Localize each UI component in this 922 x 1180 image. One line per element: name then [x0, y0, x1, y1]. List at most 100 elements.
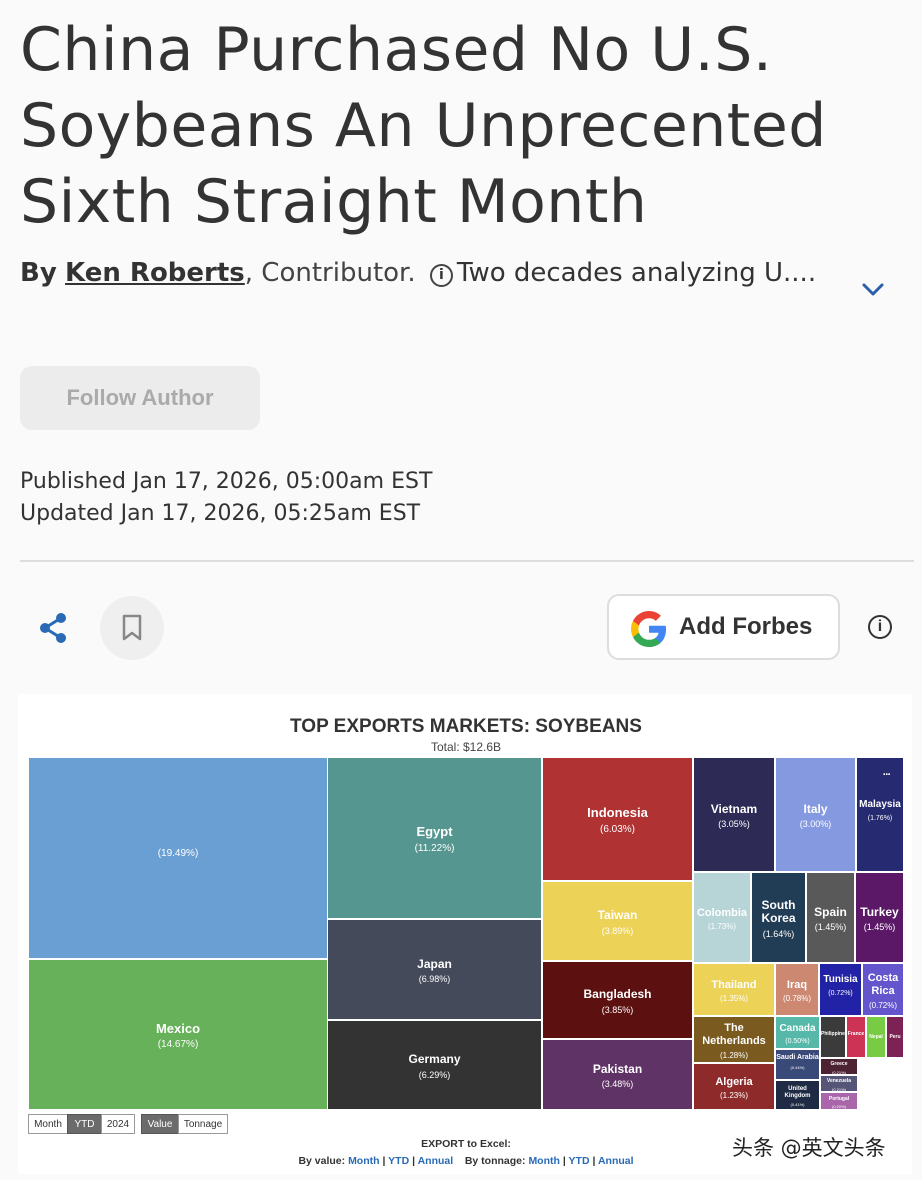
treemap-tile-nepal[interactable]: Nepal: [866, 1016, 886, 1058]
tile-name: Turkey: [860, 904, 899, 919]
export-links: By value: Month | YTD | Annual By tonnag…: [0, 1155, 922, 1167]
export-value-ytd-link[interactable]: YTD: [388, 1155, 410, 1167]
treemap-tile-pakistan[interactable]: Pakistan (3.48%): [542, 1039, 693, 1110]
tile-name: Bangladesh: [583, 987, 652, 1002]
tile-percent: (3.05%): [718, 819, 750, 830]
separator: |: [592, 1155, 596, 1167]
divider: [20, 560, 914, 562]
treemap-tile-vietnam[interactable]: Vietnam (3.05%): [693, 757, 775, 872]
add-forbes-google-button[interactable]: Add Forbes: [607, 594, 840, 660]
article-headline: China Purchased No U.S. Soybeans An Unpr…: [20, 15, 827, 237]
by-value-label: By value:: [298, 1155, 346, 1167]
tile-percent: (3.85%): [601, 1004, 634, 1015]
updated-date: Updated Jan 17, 2026, 05:25am EST: [20, 501, 421, 526]
tile-percent: (3.48%): [601, 1079, 634, 1090]
follow-author-button[interactable]: Follow Author: [20, 366, 260, 430]
chevron-down-icon[interactable]: [862, 282, 884, 298]
treemap-tile-thailand[interactable]: Thailand (1.35%): [693, 963, 775, 1016]
tile-name: Vietnam: [710, 801, 758, 816]
tile-percent: (0.78%): [782, 994, 811, 1004]
treemap-tile-united-kingdom[interactable]: United Kingdom (0.41%): [775, 1080, 820, 1110]
chart-subtitle: Total: $12.6B: [430, 740, 502, 754]
treemap-tile-japan[interactable]: Japan (6.98%): [327, 919, 542, 1020]
treemap-tile-egypt[interactable]: Egypt (11.22%): [327, 757, 542, 919]
value-toggle[interactable]: Value: [141, 1114, 179, 1134]
tile-name: Venezuela: [826, 1078, 852, 1085]
bookmark-button[interactable]: [100, 596, 164, 660]
tile-name: Italy: [803, 801, 828, 816]
info-button[interactable]: i: [868, 615, 892, 639]
treemap-tile-turkey[interactable]: Turkey (1.45%): [855, 872, 904, 963]
treemap-tile-bangladesh[interactable]: Bangladesh (3.85%): [542, 961, 693, 1039]
treemap-tile-venezuela[interactable]: Venezuela (0.21%): [820, 1075, 858, 1092]
tile-percent: (14.67%): [157, 1039, 199, 1051]
tile-name: United Kingdom: [784, 1086, 811, 1099]
export-tonnage-ytd-link[interactable]: YTD: [568, 1155, 590, 1167]
export-tonnage-month-link[interactable]: Month: [528, 1155, 560, 1167]
treemap-tile-saudi-arabia[interactable]: Saudi Arabia (0.44%): [775, 1049, 820, 1080]
tile-name: Portugal: [828, 1095, 850, 1102]
treemap-tile-taiwan[interactable]: Taiwan (3.89%): [542, 881, 693, 961]
tile-name: Colombia: [696, 906, 748, 919]
export-value-month-link[interactable]: Month: [348, 1155, 380, 1167]
tile-name: Taiwan: [597, 908, 638, 923]
separator: |: [562, 1155, 566, 1167]
treemap-tile-italy[interactable]: Italy (3.00%): [775, 757, 856, 872]
ytd-toggle[interactable]: YTD: [67, 1114, 102, 1134]
treemap-tile-the-netherlands[interactable]: The Netherlands (1.28%): [693, 1016, 775, 1063]
tile-percent: (3.00%): [799, 819, 832, 830]
treemap-tile-canada[interactable]: Canada (0.50%): [775, 1016, 820, 1049]
tile-name: Egypt: [416, 824, 453, 840]
treemap-tile-spain[interactable]: Spain (1.45%): [806, 872, 855, 963]
separator: |: [382, 1155, 386, 1167]
tile-percent: (1.28%): [719, 1050, 748, 1060]
tile-percent: (1.23%): [719, 1091, 748, 1101]
month-toggle[interactable]: Month: [28, 1114, 68, 1134]
treemap-tile-mexico[interactable]: Mexico (14.67%): [28, 959, 328, 1110]
tile-percent: (0.21%): [831, 1069, 846, 1075]
treemap-tile-france[interactable]: France: [846, 1016, 866, 1058]
tile-percent: (0.20%): [831, 1104, 846, 1110]
tile-name: Pakistan: [592, 1061, 643, 1076]
tile-name: The Netherlands: [702, 1022, 766, 1047]
treemap-tile-costa-rica[interactable]: Costa Rica (0.72%): [862, 963, 904, 1016]
export-label: EXPORT to Excel:: [421, 1138, 511, 1150]
tile-name: Japan: [417, 956, 452, 971]
treemap-tile-iraq[interactable]: Iraq (0.78%): [775, 963, 819, 1016]
treemap-tile-malaysia[interactable]: Malaysia (1.76%): [856, 757, 904, 872]
tile-percent: (0.41%): [790, 1101, 805, 1107]
treemap-tile-indonesia[interactable]: Indonesia (6.03%): [542, 757, 693, 881]
treemap-tile-top-market[interactable]: (19.49%): [28, 757, 328, 959]
treemap-tile-colombia[interactable]: Colombia (1.73%): [693, 872, 751, 963]
tile-percent: (1.64%): [762, 929, 795, 940]
tile-percent: (1.45%): [814, 922, 847, 933]
treemap-tile-south-korea[interactable]: South Korea (1.64%): [751, 872, 806, 963]
tile-name: Philippines: [821, 1031, 846, 1038]
tile-percent: (1.76%): [867, 814, 893, 822]
chart-menu-icon[interactable]: ...: [882, 762, 891, 779]
treemap-tile-philippines[interactable]: Philippines: [820, 1016, 846, 1058]
treemap-tile-peru[interactable]: Peru: [886, 1016, 904, 1058]
tile-percent: (3.89%): [601, 925, 634, 936]
tile-name: Iraq: [786, 978, 808, 991]
export-tonnage-annual-link[interactable]: Annual: [597, 1155, 634, 1167]
treemap-tile-portugal[interactable]: Portugal (0.20%): [820, 1092, 858, 1110]
author-description: Two decades analyzing U....: [456, 258, 817, 288]
author-link[interactable]: Ken Roberts: [65, 258, 245, 288]
tonnage-toggle[interactable]: Tonnage: [178, 1114, 228, 1134]
info-icon[interactable]: i: [429, 264, 453, 287]
treemap-tile-algeria[interactable]: Algeria (1.23%): [693, 1063, 775, 1110]
export-value-annual-link[interactable]: Annual: [417, 1155, 454, 1167]
treemap-tile-greece[interactable]: Greece (0.21%): [820, 1058, 858, 1075]
tile-percent: (6.29%): [418, 1069, 451, 1080]
tile-percent: (0.44%): [790, 1064, 805, 1070]
share-icon[interactable]: [38, 612, 68, 644]
treemap-tile-tunisia[interactable]: Tunisia (0.72%): [819, 963, 862, 1016]
tile-percent: (0.72%): [868, 1000, 897, 1010]
year-toggle[interactable]: 2024: [101, 1114, 135, 1134]
chart-title: TOP EXPORTS MARKETS: SOYBEANS: [290, 716, 642, 737]
add-forbes-label: Add Forbes: [679, 613, 813, 640]
treemap-tile-germany[interactable]: Germany (6.29%): [327, 1020, 542, 1110]
watermark: 头条 @英文头条: [732, 1136, 886, 1160]
separator: |: [412, 1155, 416, 1167]
